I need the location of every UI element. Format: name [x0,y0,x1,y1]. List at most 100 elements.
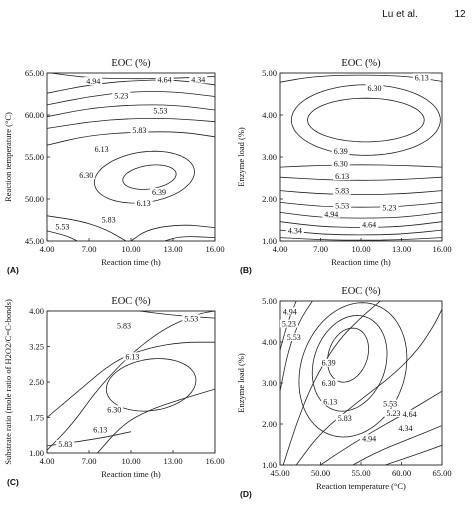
contour-line [164,236,215,241]
x-tick-label: 45.00 [270,468,289,478]
x-tick-label: 13.00 [163,456,182,466]
contour-line [280,202,442,208]
y-tick-label: 1.00 [262,460,277,470]
x-axis-label: Reaction time (h) [101,469,161,479]
panel-letter: (D) [240,489,252,499]
x-tick-label: 4.00 [273,244,288,254]
contour-line [47,131,215,146]
contour-line [352,425,442,465]
x-tick-label: 55.00 [351,468,370,478]
contour-label-bg [284,333,303,342]
contour-label-bg [99,215,118,224]
x-tick-label: 4.00 [40,456,55,466]
y-tick-label: 4.00 [262,110,277,120]
contour-ring [311,315,388,412]
contour-lines [47,311,215,453]
y-tick-label: 2.50 [29,377,44,387]
x-tick-label: 10.00 [121,456,140,466]
contour-ring [106,358,197,412]
y-tick-label: 3.00 [262,152,277,162]
y-tick-label: 1.00 [29,448,44,458]
y-tick-label: 45.00 [25,236,44,246]
contour-line [280,176,442,181]
panel-letter: (B) [240,265,252,275]
panel-letter: (C) [7,477,19,487]
x-tick-label: 65.00 [432,468,451,478]
x-tick-label: 16.00 [205,456,224,466]
y-axis-label: Reaction temperature (°C) [3,112,13,202]
contour-label: 5.53 [383,400,397,409]
contour-line [139,311,215,319]
x-tick-label: 16.00 [205,244,224,254]
x-tick-label: 50.00 [311,468,330,478]
contour-ring [122,164,177,190]
contour-line [280,229,442,236]
contour-label: 5.83 [117,322,131,331]
contour-ring [93,150,195,204]
contour-line [50,73,215,80]
contour-panels: EOC (%) 4.00 7.00 10.00 13.00 16.00 45.00 50.00… [3,58,452,499]
contour-label: 4.34 [399,424,413,433]
contour-label-bg [182,314,201,323]
panel-title: EOC (%) [111,58,151,69]
contour-lines [47,73,215,241]
contour-ring [327,327,369,383]
contour-label-bg [335,413,354,422]
contour-line [280,164,442,168]
y-tick-label: 65.00 [25,68,44,78]
y-tick-label: 4.00 [262,337,277,347]
contour-label-bg [77,171,96,180]
y-tick-label: 1.75 [29,413,44,423]
contour-ring [298,302,408,438]
x-tick-label: 7.00 [82,244,97,254]
panel-title: EOC (%) [341,286,381,297]
contour-label: 6.13 [125,352,139,361]
y-tick-label: 2.00 [262,419,277,429]
contour-line [385,444,442,465]
contour-label-bg [381,399,400,408]
x-tick-label: 13.00 [163,244,182,254]
x-tick-label: 4.00 [40,244,55,254]
contour-label-bg [365,83,384,92]
contour-label: 5.53 [184,314,198,323]
contour-label: 5.53 [287,333,301,342]
contour-label: 4.94 [362,434,376,443]
contour-label-bg [400,409,419,418]
contour-line [280,237,442,241]
contour-line [47,230,78,241]
contour-label-bg [134,198,153,207]
contour-label: 5.83 [132,126,146,135]
contour-label: 6.30 [322,379,336,388]
y-tick-label: 50.00 [25,194,44,204]
contour-label: 6.13 [137,199,151,208]
y-tick-label: 5.00 [262,296,277,306]
contour-label: 6.30 [334,159,348,168]
contour-label-bg [319,358,338,367]
contour-label: 5.23 [114,91,128,100]
contour-label: 5.53 [335,201,349,210]
contour-line [47,91,215,106]
x-axis-label: Reaction time (h) [331,257,391,267]
contour-label-bg [155,75,174,84]
x-tick-label: 16.00 [432,244,451,254]
contour-label: 4.64 [362,220,376,229]
contour-label-bg [53,222,72,231]
x-tick-label: 7.00 [82,456,97,466]
contour-line [280,212,442,219]
contour-label-bg [123,352,142,361]
y-tick-label: 3.25 [29,342,44,352]
panel-title: EOC (%) [111,296,151,307]
contour-label: 5.83 [102,216,116,225]
x-tick-label: 13.00 [392,244,411,254]
contour-label: 6.13 [335,172,349,181]
contour-label-bg [322,209,341,218]
contour-line [280,190,442,195]
plot-frame [46,72,216,242]
contour-label: 6.30 [79,171,93,180]
contour-label-bg [130,125,149,134]
contour-label-bg [189,75,208,84]
y-tick-label: 60.00 [25,110,44,120]
contour-label: 6.30 [107,405,121,414]
panel-title: EOC (%) [341,58,381,69]
contour-label: 5.23 [382,204,396,213]
